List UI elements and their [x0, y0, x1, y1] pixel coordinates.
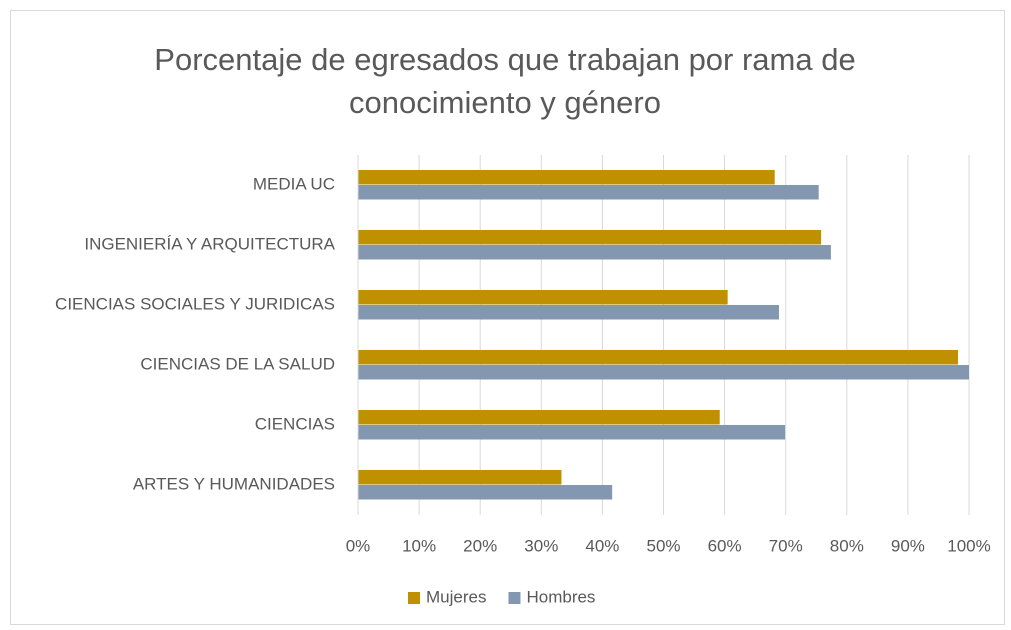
bar: [358, 350, 959, 365]
bar: [358, 425, 786, 440]
bar: [358, 230, 822, 245]
x-tick-label: 100%: [947, 536, 990, 555]
x-tick-label: 90%: [891, 536, 925, 555]
legend-swatch: [408, 592, 420, 604]
legend-label: Hombres: [526, 587, 595, 606]
y-tick-label: INGENIERÍA Y ARQUITECTURA: [84, 234, 335, 253]
bar: [358, 470, 562, 485]
x-tick-label: 30%: [524, 536, 558, 555]
legend-label: Mujeres: [426, 587, 486, 606]
x-tick-label: 20%: [463, 536, 497, 555]
bar: [358, 485, 613, 500]
x-tick-label: 60%: [708, 536, 742, 555]
x-tick-label: 50%: [646, 536, 680, 555]
x-tick-label: 80%: [830, 536, 864, 555]
bar: [358, 245, 831, 260]
bar: [358, 290, 728, 305]
bar: [358, 410, 720, 425]
chart-title: Porcentaje de egresados que trabajan por…: [154, 42, 856, 120]
x-tick-label: 0%: [346, 536, 371, 555]
x-tick-label: 40%: [585, 536, 619, 555]
x-tick-label: 70%: [769, 536, 803, 555]
y-tick-label: CIENCIAS SOCIALES Y JURIDICAS: [55, 294, 335, 313]
y-tick-label: MEDIA UC: [253, 174, 335, 193]
bar: [358, 365, 969, 380]
y-tick-label: CIENCIAS DE LA SALUD: [140, 354, 335, 373]
x-tick-label: 10%: [402, 536, 436, 555]
bar: [358, 305, 779, 320]
bar: [358, 170, 775, 185]
y-tick-label: CIENCIAS: [255, 414, 335, 433]
bar: [358, 185, 819, 200]
legend-swatch: [508, 592, 521, 604]
y-tick-label: ARTES Y HUMANIDADES: [133, 474, 335, 493]
